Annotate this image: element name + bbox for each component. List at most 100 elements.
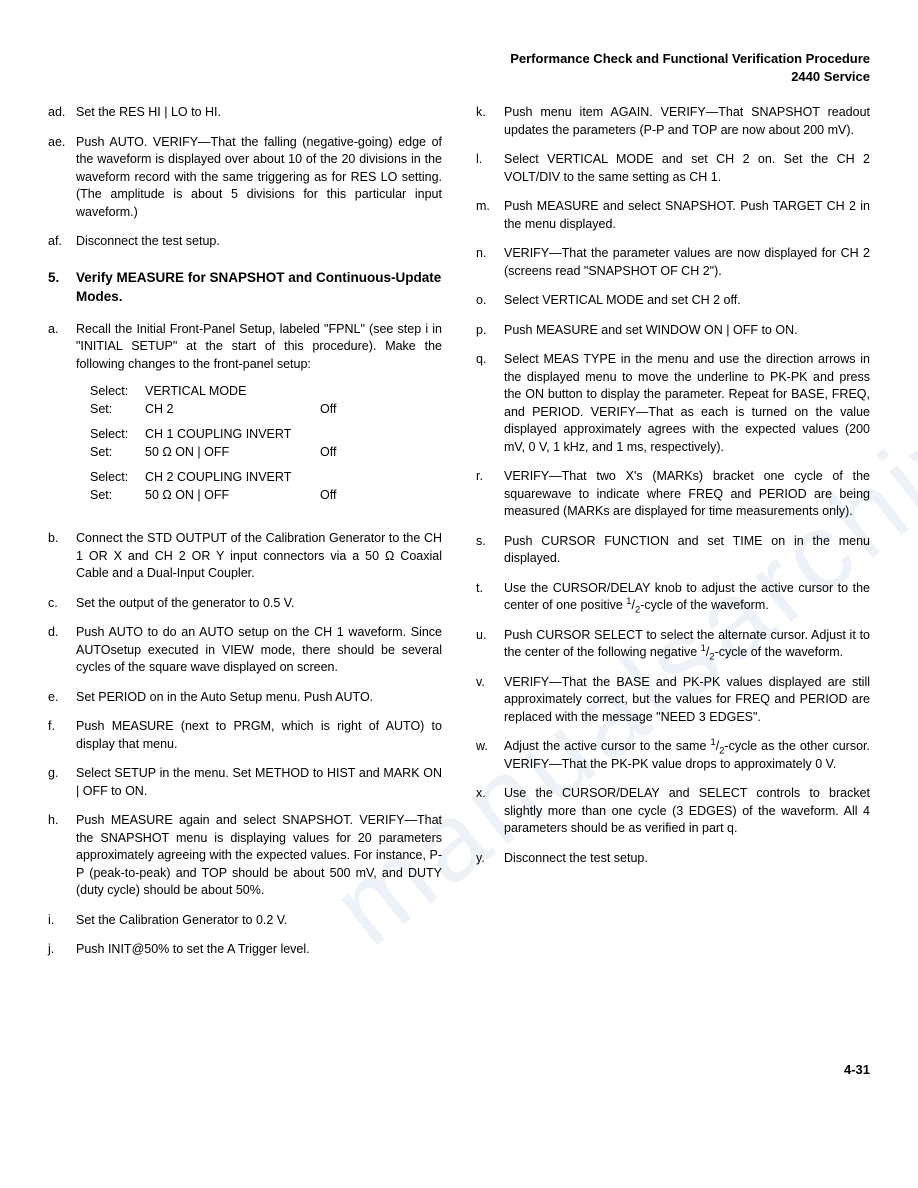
step-a: a. Recall the Initial Front-Panel Setup,…	[48, 321, 442, 519]
section-title: Verify MEASURE for SNAPSHOT and Continuo…	[76, 269, 442, 307]
step-s: s. Push CURSOR FUNCTION and set TIME on …	[476, 533, 870, 568]
step-text: Connect the STD OUTPUT of the Calibratio…	[76, 530, 442, 583]
step-text: VERIFY—That two X's (MARKs) bracket one …	[504, 468, 870, 521]
setup-cell: Select:	[90, 383, 145, 401]
step-x: x. Use the CURSOR/DELAY and SELECT contr…	[476, 785, 870, 838]
step-label: g.	[48, 765, 76, 800]
step-label: k.	[476, 104, 504, 139]
header-line-1: Performance Check and Functional Verific…	[48, 50, 870, 68]
step-t: t. Use the CURSOR/DELAY knob to adjust t…	[476, 580, 870, 615]
step-text: Select VERTICAL MODE and set CH 2 off.	[504, 292, 870, 310]
page-header: Performance Check and Functional Verific…	[48, 50, 870, 86]
step-c: c. Set the output of the generator to 0.…	[48, 595, 442, 613]
setup-cell: 50 Ω ON | OFF	[145, 444, 320, 462]
step-text: Push menu item AGAIN. VERIFY—That SNAPSH…	[504, 104, 870, 139]
step-text: Use the CURSOR/DELAY and SELECT controls…	[504, 785, 870, 838]
setup-cell: CH 2	[145, 401, 320, 419]
step-l: l. Select VERTICAL MODE and set CH 2 on.…	[476, 151, 870, 186]
step-text: Set PERIOD on in the Auto Setup menu. Pu…	[76, 689, 442, 707]
step-label: b.	[48, 530, 76, 583]
step-e: e. Set PERIOD on in the Auto Setup menu.…	[48, 689, 442, 707]
setup-cell	[320, 469, 370, 487]
step-j: j. Push INIT@50% to set the A Trigger le…	[48, 941, 442, 959]
step-text: Push MEASURE and set WINDOW ON | OFF to …	[504, 322, 870, 340]
setup-cell: CH 2 COUPLING INVERT	[145, 469, 320, 487]
step-af: af. Disconnect the test setup.	[48, 233, 442, 251]
step-text: Push AUTO. VERIFY—That the falling (nega…	[76, 134, 442, 222]
step-label: h.	[48, 812, 76, 900]
setup-table: Select: VERTICAL MODE Set: CH 2 Off Sele…	[90, 383, 442, 504]
setup-cell: VERTICAL MODE	[145, 383, 320, 401]
setup-cell: Off	[320, 401, 370, 419]
step-ad: ad. Set the RES HI | LO to HI.	[48, 104, 442, 122]
step-label: i.	[48, 912, 76, 930]
step-label: f.	[48, 718, 76, 753]
step-d: d. Push AUTO to do an AUTO setup on the …	[48, 624, 442, 677]
step-p: p. Push MEASURE and set WINDOW ON | OFF …	[476, 322, 870, 340]
step-label: r.	[476, 468, 504, 521]
step-text: VERIFY—That the parameter values are now…	[504, 245, 870, 280]
step-a-text: Recall the Initial Front-Panel Setup, la…	[76, 322, 442, 371]
step-text: Select SETUP in the menu. Set METHOD to …	[76, 765, 442, 800]
setup-row: Select: CH 2 COUPLING INVERT	[90, 469, 442, 487]
step-w: w. Adjust the active cursor to the same …	[476, 738, 870, 773]
step-text: Set the RES HI | LO to HI.	[76, 104, 442, 122]
step-label: l.	[476, 151, 504, 186]
setup-cell: Set:	[90, 487, 145, 505]
step-label: y.	[476, 850, 504, 868]
step-label: p.	[476, 322, 504, 340]
setup-cell: Set:	[90, 401, 145, 419]
step-q: q. Select MEAS TYPE in the menu and use …	[476, 351, 870, 456]
step-f: f. Push MEASURE (next to PRGM, which is …	[48, 718, 442, 753]
setup-row: Select: VERTICAL MODE	[90, 383, 442, 401]
step-label: ad.	[48, 104, 76, 122]
setup-cell: Off	[320, 487, 370, 505]
step-label: af.	[48, 233, 76, 251]
step-text: Use the CURSOR/DELAY knob to adjust the …	[504, 580, 870, 615]
step-b: b. Connect the STD OUTPUT of the Calibra…	[48, 530, 442, 583]
step-label: m.	[476, 198, 504, 233]
step-text: VERIFY—That the BASE and PK-PK values di…	[504, 674, 870, 727]
step-text: Recall the Initial Front-Panel Setup, la…	[76, 321, 442, 519]
step-label: j.	[48, 941, 76, 959]
step-text: Push MEASURE (next to PRGM, which is rig…	[76, 718, 442, 753]
section-5-heading: 5. Verify MEASURE for SNAPSHOT and Conti…	[48, 269, 442, 307]
step-text: Adjust the active cursor to the same 1/2…	[504, 738, 870, 773]
step-text: Push INIT@50% to set the A Trigger level…	[76, 941, 442, 959]
step-text: Push CURSOR FUNCTION and set TIME on in …	[504, 533, 870, 568]
step-text: Select MEAS TYPE in the menu and use the…	[504, 351, 870, 456]
step-label: s.	[476, 533, 504, 568]
step-n: n. VERIFY—That the parameter values are …	[476, 245, 870, 280]
setup-cell: Select:	[90, 469, 145, 487]
step-label: ae.	[48, 134, 76, 222]
step-label: o.	[476, 292, 504, 310]
left-column: ad. Set the RES HI | LO to HI. ae. Push …	[48, 104, 442, 970]
setup-row: Select: CH 1 COUPLING INVERT	[90, 426, 442, 444]
step-o: o. Select VERTICAL MODE and set CH 2 off…	[476, 292, 870, 310]
step-v: v. VERIFY—That the BASE and PK-PK values…	[476, 674, 870, 727]
setup-cell: 50 Ω ON | OFF	[145, 487, 320, 505]
step-label: t.	[476, 580, 504, 615]
setup-row: Set: CH 2 Off	[90, 401, 442, 419]
step-label: v.	[476, 674, 504, 727]
right-column: k. Push menu item AGAIN. VERIFY—That SNA…	[476, 104, 870, 970]
header-line-2: 2440 Service	[48, 68, 870, 86]
page-number: 4-31	[48, 1061, 870, 1079]
step-label: c.	[48, 595, 76, 613]
step-text: Push AUTO to do an AUTO setup on the CH …	[76, 624, 442, 677]
step-u: u. Push CURSOR SELECT to select the alte…	[476, 627, 870, 662]
step-text: Push MEASURE again and select SNAPSHOT. …	[76, 812, 442, 900]
step-text: Push MEASURE and select SNAPSHOT. Push T…	[504, 198, 870, 233]
section-number: 5.	[48, 269, 76, 307]
setup-row: Set: 50 Ω ON | OFF Off	[90, 487, 442, 505]
setup-cell: Off	[320, 444, 370, 462]
step-label: x.	[476, 785, 504, 838]
step-h: h. Push MEASURE again and select SNAPSHO…	[48, 812, 442, 900]
step-g: g. Select SETUP in the menu. Set METHOD …	[48, 765, 442, 800]
step-text: Disconnect the test setup.	[76, 233, 442, 251]
step-label: w.	[476, 738, 504, 773]
step-ae: ae. Push AUTO. VERIFY—That the falling (…	[48, 134, 442, 222]
step-label: d.	[48, 624, 76, 677]
step-r: r. VERIFY—That two X's (MARKs) bracket o…	[476, 468, 870, 521]
setup-row: Set: 50 Ω ON | OFF Off	[90, 444, 442, 462]
